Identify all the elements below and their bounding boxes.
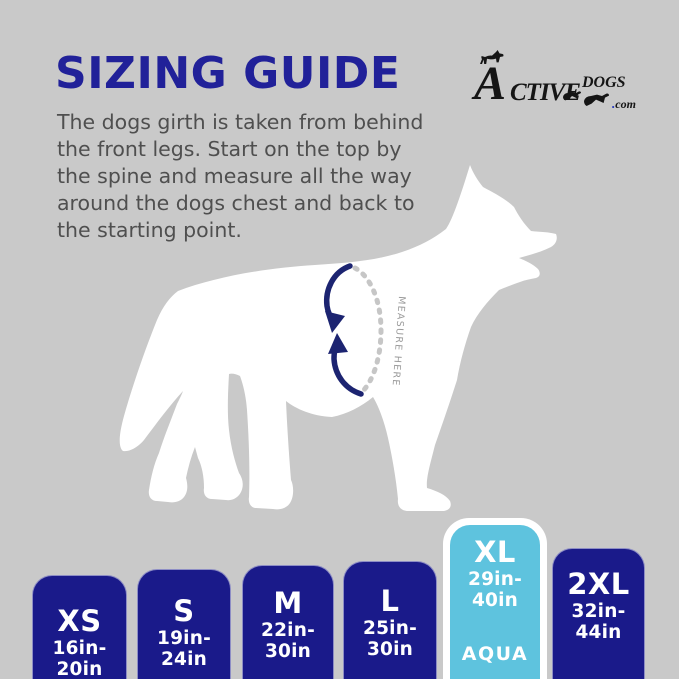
size-bar-xl-highlight-border: XL 29in-40in AQUA <box>443 518 547 679</box>
dog-on-a-icon <box>478 50 504 69</box>
logo-text-com: .com <box>612 96 636 111</box>
running-dogs-icon <box>562 90 614 112</box>
logo-text-dogs: DOGS <box>582 74 626 91</box>
size-bar-m: M 22in-30in <box>242 565 334 679</box>
size-range: 29in-40in <box>468 569 522 612</box>
color-name-tag: AQUA <box>461 643 529 665</box>
page-title: SIZING GUIDE <box>55 48 401 99</box>
logo-text-ctive: CTIVE <box>510 79 581 106</box>
measure-arrowhead-down <box>325 311 345 333</box>
size-label: XS <box>57 604 102 638</box>
size-range: 22in-30in <box>261 620 315 663</box>
instruction-line: around the dogs chest and back to <box>57 191 415 215</box>
instruction-line: the spine and measure all the way <box>57 164 412 188</box>
size-bar-l: L 25in-30in <box>343 561 437 679</box>
logo-dot: . <box>612 96 616 111</box>
size-bar-xl: XL 29in-40in AQUA <box>450 525 540 679</box>
measure-arrowhead-up <box>328 333 348 354</box>
size-label: S <box>173 594 195 628</box>
measurement-instructions: The dogs girth is taken from behind the … <box>57 109 423 244</box>
instruction-line: the starting point. <box>57 218 242 242</box>
size-range: 19in-24in <box>157 628 211 671</box>
size-label: M <box>273 586 303 620</box>
size-bar-2xl: 2XL 32in-44in <box>552 548 645 679</box>
size-label: XL <box>474 535 516 569</box>
logo-letter-a: A <box>474 57 507 110</box>
size-bar-s: S 19in-24in <box>137 569 231 679</box>
size-label: 2XL <box>567 567 630 601</box>
activedogs-logo: A CTIVE DOGS .com <box>466 50 666 120</box>
size-label: L <box>380 584 400 618</box>
instruction-line: the front legs. Start on the top by <box>57 137 402 161</box>
girth-dashed-line <box>352 265 384 395</box>
size-range: 25in-30in <box>363 618 417 661</box>
size-bar-xs: XS 16in-20in <box>32 575 127 679</box>
size-range: 16in-20in <box>52 638 107 679</box>
instruction-line: The dogs girth is taken from behind <box>57 110 424 134</box>
size-range: 32in-44in <box>571 601 626 644</box>
